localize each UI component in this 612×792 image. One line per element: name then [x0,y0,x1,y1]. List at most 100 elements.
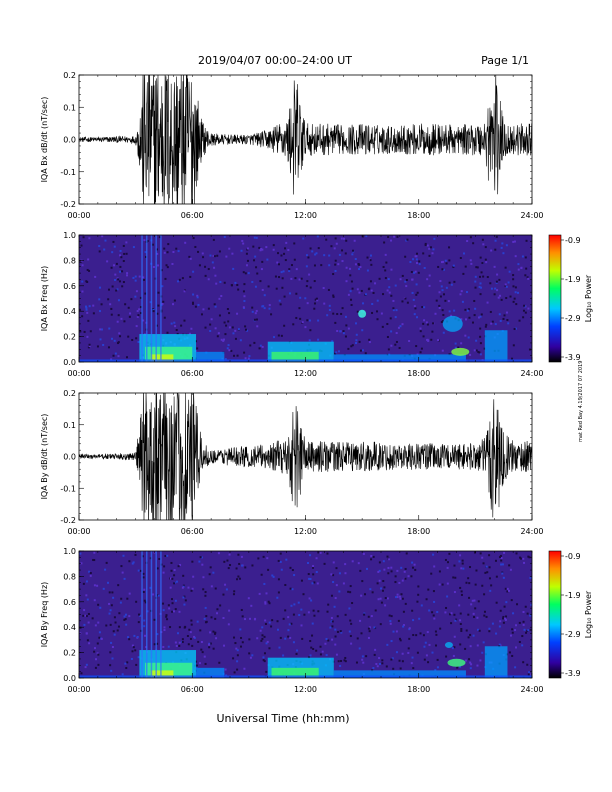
noise-cell [350,280,353,283]
noise-cell [501,572,504,575]
noise-cell [243,283,246,286]
noise-cell [309,247,312,250]
noise-cell [390,344,393,347]
noise-cell [110,358,113,361]
noise-cell [79,626,82,629]
noise-cell [381,662,384,665]
noise-cell [405,285,408,288]
noise-cell [96,345,99,348]
noise-cell [355,661,358,664]
noise-cell [224,358,227,361]
noise-cell [312,565,315,568]
noise-cell [262,659,265,662]
noise-cell [445,286,448,289]
noise-cell [233,636,236,639]
noise-cell [204,326,207,329]
noise-cell [345,266,348,269]
noise-cell [340,631,343,634]
noise-cell [466,309,469,312]
noise-cell [258,347,261,350]
y-tick-label: 0.1 [63,421,76,430]
noise-cell [338,572,341,575]
noise-cell [166,331,169,334]
noise-cell [303,613,306,616]
noise-cell [441,260,444,263]
noise-cell [478,316,481,319]
noise-cell [263,294,266,297]
noise-cell [261,305,264,308]
noise-cell [117,299,120,302]
noise-cell [411,656,414,659]
noise-cell [498,556,501,559]
noise-cell [384,597,387,600]
noise-cell [233,671,236,674]
noise-cell [453,635,456,638]
noise-cell [502,576,505,579]
noise-cell [120,565,123,568]
noise-cell [195,340,198,343]
noise-cell [370,554,373,557]
noise-cell [300,579,303,582]
noise-cell [222,338,225,341]
noise-cell [399,325,402,328]
noise-cell [383,568,386,571]
noise-cell [187,586,190,589]
noise-cell [137,656,140,659]
noise-cell [251,310,254,313]
noise-cell [232,267,235,270]
noise-cell [81,264,84,267]
noise-cell [351,344,354,347]
noise-cell [209,566,212,569]
noise-cell [263,635,266,638]
noise-cell [309,554,312,557]
noise-cell [280,568,283,571]
noise-cell [195,665,198,668]
noise-cell [514,327,517,330]
noise-cell [178,278,181,281]
noise-cell [394,575,397,578]
noise-cell [447,300,450,303]
noise-cell [247,357,250,360]
noise-cell [258,246,261,249]
noise-cell [210,616,213,619]
noise-cell [407,651,410,654]
noise-cell [293,242,296,245]
noise-cell [469,667,472,670]
noise-cell [474,280,477,283]
noise-cell [223,281,226,284]
noise-cell [277,263,280,266]
noise-cell [261,626,264,629]
noise-cell [316,299,319,302]
noise-cell [173,574,176,577]
noise-cell [197,640,200,643]
noise-cell [521,255,524,258]
noise-cell [464,308,467,311]
noise-cell [333,605,336,608]
x-tick-label: 00:00 [67,369,90,378]
noise-cell [135,337,138,340]
noise-cell [465,291,468,294]
noise-cell [96,652,99,655]
noise-cell [522,610,525,613]
noise-cell [382,580,385,583]
noise-cell [520,557,523,560]
noise-cell [529,576,532,579]
noise-cell [85,594,88,597]
noise-cell [86,311,89,314]
noise-cell [494,323,497,326]
noise-cell [284,637,287,640]
noise-cell [116,320,119,323]
noise-cell [93,650,96,653]
noise-cell [488,627,491,630]
noise-cell [483,347,486,350]
noise-cell [121,285,124,288]
noise-cell [127,306,130,309]
noise-cell [495,281,498,284]
noise-cell [481,584,484,587]
noise-cell [173,582,176,585]
noise-cell [204,594,207,597]
noise-cell [353,239,356,242]
noise-cell [347,590,350,593]
noise-cell [411,609,414,612]
noise-cell [224,583,227,586]
